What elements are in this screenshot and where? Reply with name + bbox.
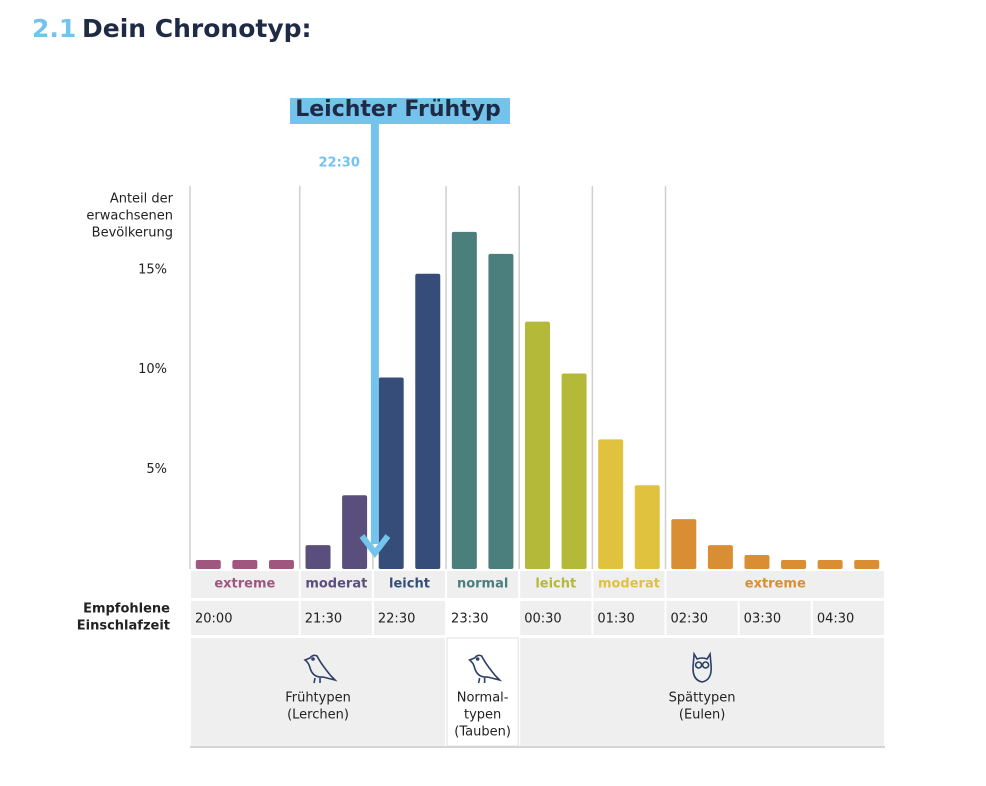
chronotype-label: (Eulen) [679,708,725,723]
group-label: normal [457,577,508,592]
bar [451,231,477,570]
chronotype-label: typen [464,708,501,723]
bar [671,519,697,569]
group-label: moderat [305,577,367,592]
time-label: 21:30 [305,612,342,627]
time-cell [593,601,665,635]
marker-box [290,98,510,124]
chronotype-cell [520,638,884,746]
time-cell [812,601,884,635]
icon-part [303,654,338,684]
heading-number: 2.1 [32,14,76,43]
icon-part [701,661,710,669]
bar [634,485,660,569]
marker-arrow [359,534,391,558]
chronotype-icon [692,651,712,683]
time-label: 01:30 [597,612,634,627]
bar [232,560,258,569]
icon-part [468,654,503,684]
group-cell [300,571,372,598]
time-label: 03:30 [744,612,781,627]
time-label: 22:30 [378,612,415,627]
chronotype-label: Frühtypen [285,691,351,706]
group-label: leicht [535,577,576,592]
bar [525,321,550,569]
group-cell [447,571,519,598]
marker-line [370,124,379,544]
y-tick-label: 15% [138,262,167,277]
time-label: 04:30 [817,612,854,627]
time-cell [739,601,811,635]
bar [268,560,294,569]
time-cell [373,601,446,635]
time-label: 23:30 [451,612,488,627]
bar [488,253,514,569]
time-label: 20:00 [195,612,232,627]
chronotype-icon [468,654,503,684]
group-cell [373,571,446,598]
marker-time: 22:30 [319,156,360,171]
bar [561,373,587,569]
icon-part [475,657,480,661]
group-label: extreme [214,577,275,592]
y-axis-title: Anteil der [110,192,174,207]
bar [817,560,843,569]
y-axis-title: Bevölkerung [92,226,173,241]
time-row-label: Einschlafzeit [77,619,170,634]
chronotype-label: Spättypen [669,691,736,706]
time-cell [520,601,592,635]
bar [707,545,733,569]
icon-part [694,661,703,669]
icon-part [692,651,712,683]
group-cell [666,571,884,598]
time-row-label: Empfohlene [83,602,170,617]
group-cell [191,571,299,598]
chronotype-cell [191,638,446,746]
time-label: 02:30 [671,612,708,627]
y-tick-label: 5% [146,462,167,477]
time-cell [447,601,519,635]
heading-title: Dein Chronotyp: [82,14,312,43]
time-label: 00:30 [524,612,561,627]
chronotype-label: (Lerchen) [287,708,349,723]
chronotype-icon [303,654,338,684]
marker-label: Leichter Frühtyp [295,97,501,122]
bar [378,377,404,569]
bar [744,555,770,569]
bar [598,439,624,569]
time-cell [300,601,372,635]
bar [305,545,331,569]
group-cell [520,571,592,598]
y-tick-label: 10% [138,362,167,377]
bar [854,560,880,569]
bar [195,560,221,569]
bar [781,560,807,569]
bar [342,495,368,569]
group-label: extreme [745,577,806,592]
group-label: moderat [598,577,660,592]
time-cell [666,601,738,635]
y-axis-title: erwachsenen [86,209,173,224]
bar [415,273,441,569]
time-cell [191,601,299,635]
chronotype-label: (Tauben) [454,725,511,740]
group-label: leicht [389,577,430,592]
chronotype-label: Normal- [457,691,509,706]
icon-part [311,657,315,661]
group-cell [593,571,665,598]
